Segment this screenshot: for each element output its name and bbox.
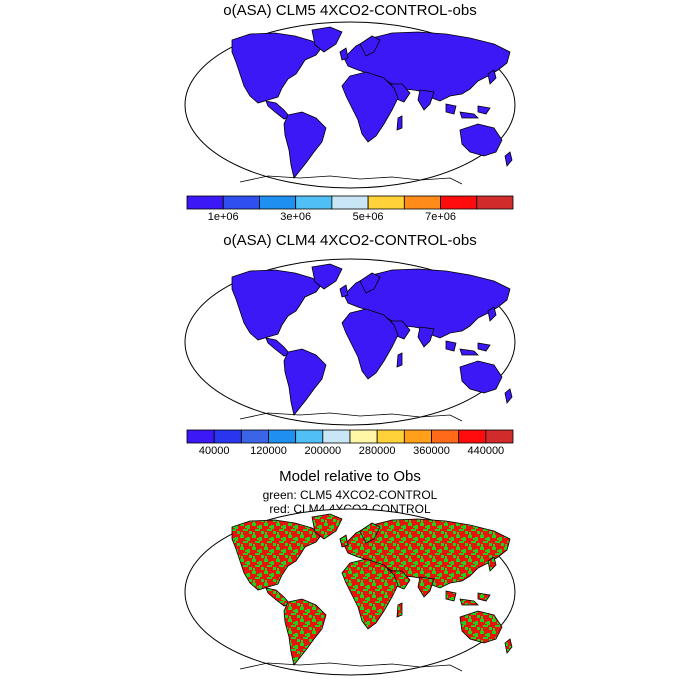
colorbar-box-8 [403,429,432,444]
colorbar-tick-label: 3e+06 [280,211,311,223]
colorbar-box-4 [295,429,324,444]
colorbar-tick-label: 280000 [359,445,396,457]
colorbar-tick-label: 7e+06 [425,211,456,223]
colorbar-tick-label: 200000 [304,445,341,457]
colorbar-box-1 [222,195,260,210]
colorbar-box-2 [240,429,269,444]
panel1-antarctica [239,175,463,185]
colorbar-tick-label: 360000 [413,445,450,457]
panel2-colorbar: 40000 120000 200000 280000 360000 440000 [186,429,514,457]
colorbar-box-11 [485,429,514,444]
colorbar-box-3 [295,195,333,210]
colorbar-tick-label: 40000 [199,445,230,457]
panel2-title: o(ASA) CLM4 4XCO2-CONTROL-obs [223,232,477,249]
colorbar-box-5 [367,195,405,210]
colorbar-box-6 [349,429,378,444]
panel3-antarctica [239,662,463,672]
colorbar-box-4 [331,195,369,210]
colorbar-box-0 [186,195,224,210]
colorbar-box-3 [268,429,297,444]
panel2-map [184,258,516,426]
colorbar-box-7 [440,195,478,210]
colorbar-box-10 [458,429,487,444]
colorbar-box-9 [431,429,460,444]
colorbar-box-1 [213,429,242,444]
colorbar-tick-label: 5e+06 [353,211,384,223]
panel1-title: o(ASA) CLM5 4XCO2-CONTROL-obs [223,2,477,19]
panel3-map [184,508,516,676]
colorbar-box-5 [322,429,351,444]
colorbar-box-0 [186,429,215,444]
colorbar-box-6 [403,195,441,210]
panel3-subtitle-green: green: CLM5 4XCO2-CONTROL [262,488,438,502]
colorbar-tick-label: 120000 [250,445,287,457]
panel3-title: Model relative to Obs [279,468,421,485]
colorbar-box-2 [259,195,297,210]
colorbar-tick-label: 440000 [467,445,504,457]
colorbar-tick-label: 1e+06 [208,211,239,223]
panel1-colorbar: 1e+06 3e+06 5e+06 7e+06 [186,195,514,223]
colorbar-box-7 [376,429,405,444]
panel1-map [184,21,516,189]
colorbar-box-8 [476,195,514,210]
panel2-antarctica [239,412,463,422]
